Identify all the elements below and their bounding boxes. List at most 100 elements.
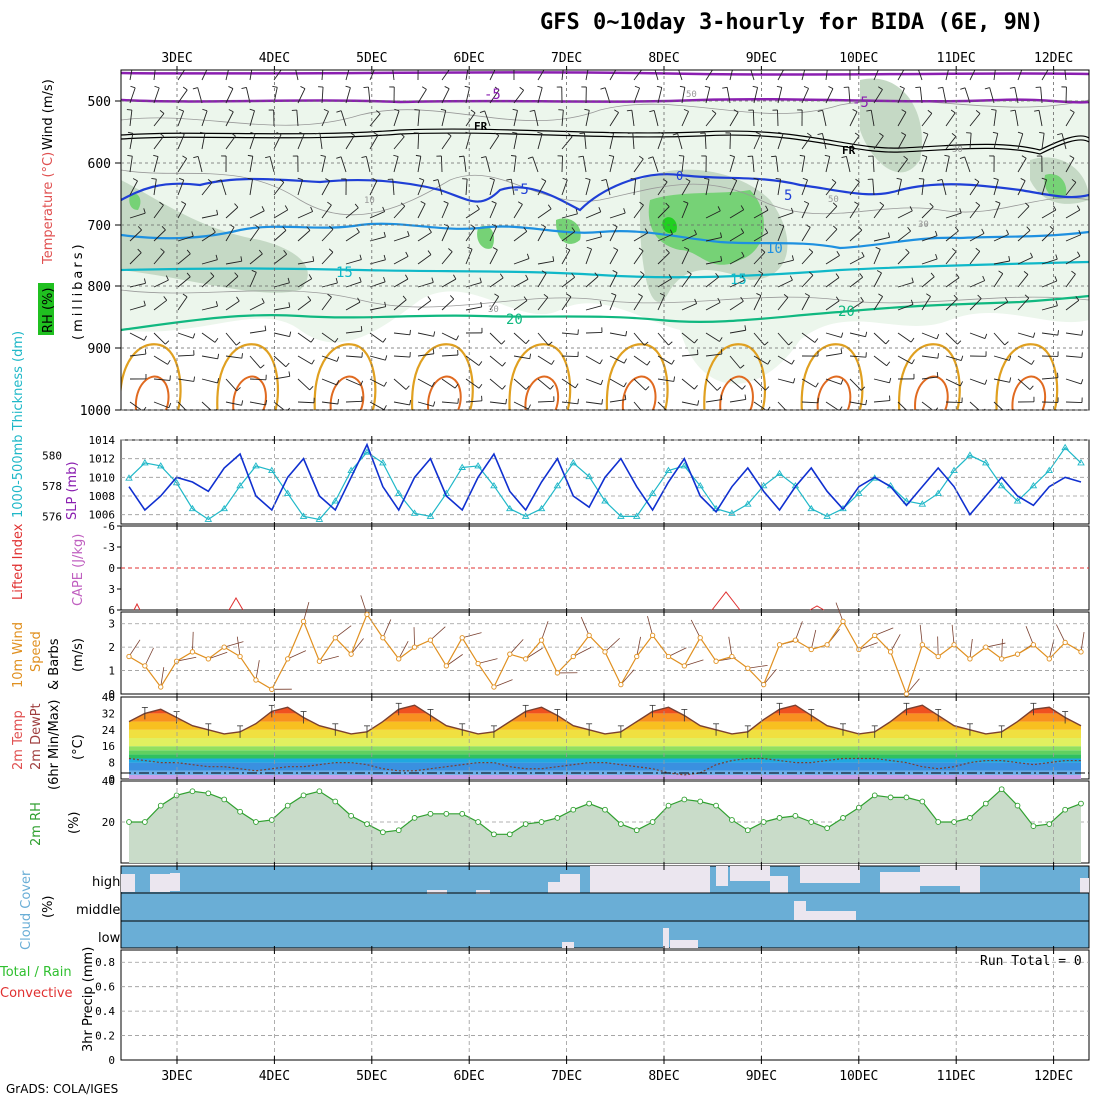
- wind-barb-flag: [644, 228, 649, 234]
- wind-barb-flag: [501, 340, 506, 345]
- wind-barb-flag: [659, 292, 665, 296]
- cloud-clear-patch: [562, 942, 574, 948]
- wind-barb-flag: [901, 109, 907, 113]
- wind-barb-flag: [852, 109, 858, 113]
- wind-barb-flag: [719, 337, 723, 342]
- wind-barb-flag: [199, 131, 206, 134]
- wind-barb-staff: [441, 354, 458, 357]
- wind-barb-flag: [626, 109, 632, 112]
- wind-barb-flag: [879, 201, 885, 206]
- temp-contour-25-loop: [605, 343, 669, 410]
- wind-barb-flag: [1057, 133, 1063, 136]
- wind-barb-staff: [1041, 133, 1045, 150]
- wind-barb-flag: [753, 177, 759, 181]
- wind10m-point: [618, 681, 624, 688]
- wind-barb-flag: [1009, 377, 1012, 383]
- wind10m-barb: [128, 639, 141, 657]
- rh2m-point: [903, 794, 910, 801]
- wind-barb-flag: [1055, 300, 1058, 306]
- wind-barb-flag: [444, 86, 450, 90]
- wind-barb-staff: [945, 401, 963, 404]
- wind-barb-staff: [153, 179, 157, 196]
- wind-barb-staff: [561, 401, 578, 405]
- wind-barb-flag: [601, 179, 607, 182]
- cloud-clear-patch: [880, 872, 920, 893]
- wind-barb-staff: [654, 70, 659, 81]
- wind-barb-flag: [494, 86, 500, 91]
- wind10m-point: [713, 658, 719, 664]
- wind-barb-flag: [499, 273, 504, 279]
- wind-barb-flag: [720, 255, 723, 261]
- wind-barb-staff: [561, 155, 563, 173]
- wind-barb-staff: [321, 156, 326, 173]
- wind-barb-flag: [923, 131, 929, 135]
- wind-barb-staff: [489, 378, 503, 390]
- wind-barb-staff: [705, 399, 722, 403]
- wind-barb-staff: [369, 355, 386, 361]
- wind-barb-flag: [215, 254, 218, 260]
- wind10m-point: [983, 644, 989, 650]
- wind10m-point: [158, 684, 164, 690]
- wind-barb-staff: [1014, 110, 1019, 127]
- wind-barb-staff: [513, 332, 527, 345]
- wind-barb-staff: [297, 378, 310, 391]
- temp2m-tick-label: 24: [102, 724, 116, 737]
- wind-barb-flag: [236, 341, 241, 346]
- rh2m-point: [364, 821, 370, 827]
- wind-barb-staff: [201, 182, 213, 196]
- wind-barb-staff: [513, 378, 527, 390]
- cloud-clear-patch: [548, 882, 560, 893]
- wind-barb-flag: [1009, 86, 1015, 89]
- wind-barb-flag: [744, 325, 747, 331]
- wind-barb-flag: [357, 297, 361, 303]
- temp-contour-5: [121, 173, 1089, 212]
- wind-barb-flag: [646, 360, 651, 366]
- wind-barb-staff: [537, 378, 551, 390]
- wind10m-barb: [303, 601, 310, 622]
- rh2m-point: [792, 812, 799, 819]
- wind-barb-flag: [1008, 256, 1011, 262]
- wind-barb-flag: [372, 178, 378, 182]
- wind-barb-staff: [873, 272, 882, 288]
- wind-barb-staff: [1017, 133, 1024, 150]
- wind-barb-flag: [240, 256, 243, 262]
- wind-barb-staff: [513, 89, 525, 104]
- wind-barb-flag: [991, 109, 997, 111]
- wind-barb-flag: [519, 86, 524, 91]
- wind-barb-staff: [513, 401, 529, 410]
- wind-barb-flag: [944, 154, 950, 157]
- wind-barb-staff: [872, 179, 875, 196]
- wind-barb-staff: [633, 250, 644, 265]
- wind-barb-flag: [165, 275, 169, 281]
- top-date-label: 10DEC: [839, 51, 878, 66]
- wind-barb-flag: [878, 86, 883, 90]
- wind-barb-staff: [225, 70, 229, 81]
- wind-barb-staff: [201, 133, 206, 150]
- wind-barb-staff: [801, 203, 810, 219]
- wind-barb-flag: [717, 206, 721, 212]
- wind-barb-flag: [791, 255, 794, 261]
- wind-barb-flag: [394, 108, 400, 112]
- bottom-date-label: 4DEC: [259, 1069, 290, 1084]
- wind-barb-staff: [1065, 234, 1081, 242]
- wind-barb-staff: [969, 232, 985, 242]
- wind-barb-staff: [681, 111, 689, 127]
- wind-barb-flag: [247, 154, 253, 157]
- wind-barb-staff: [345, 281, 362, 288]
- wind-barb-flag: [387, 64, 392, 65]
- cape-axis: -6 -3 0 3 6: [102, 520, 121, 617]
- thickness-point: [315, 515, 324, 522]
- temp2m-tick-label: 8: [108, 757, 115, 770]
- wind-barb-flag: [1020, 178, 1026, 182]
- wind-barb-flag: [320, 154, 326, 157]
- wind-barb-staff: [681, 87, 686, 104]
- rh-contour-3: [121, 289, 1089, 308]
- wind10m-barb: [160, 667, 165, 688]
- rh2m-point: [427, 810, 434, 817]
- rh2m-point: [570, 806, 577, 813]
- wind-barb-staff: [750, 70, 755, 81]
- rh2m-point: [729, 817, 735, 823]
- wind10m-barb: [413, 627, 415, 648]
- wind-barb-staff: [1065, 255, 1081, 265]
